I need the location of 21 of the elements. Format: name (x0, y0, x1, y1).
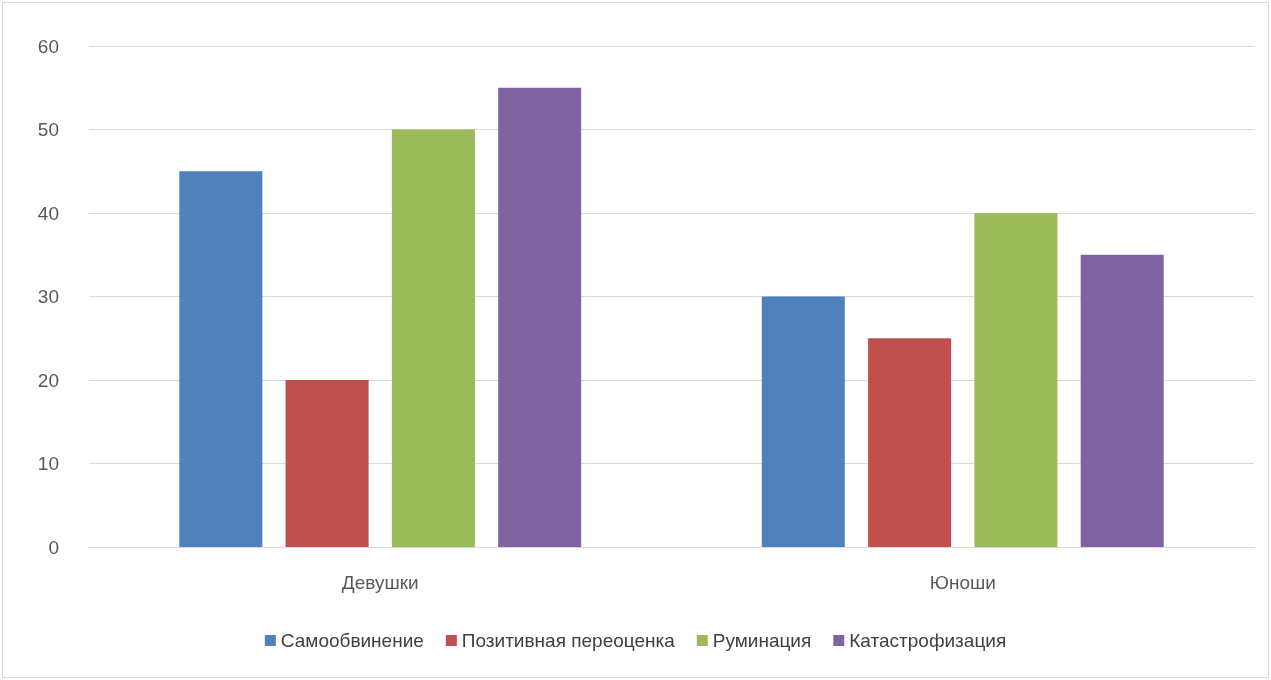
y-tick-label: 10 (37, 453, 59, 474)
x-tick-label: Девушки (341, 572, 419, 593)
bar (868, 338, 952, 547)
x-tick-label: Юноши (929, 572, 996, 593)
bar (974, 213, 1058, 547)
bar (179, 171, 263, 547)
y-tick-label: 40 (37, 202, 59, 224)
y-tick-label: 50 (37, 119, 59, 140)
y-tick-label: 20 (37, 369, 59, 391)
y-tick-label: 0 (48, 536, 59, 558)
legend-label: Руминация (712, 630, 812, 651)
legend-label: Самообвинение (280, 630, 424, 651)
y-tick-label: 60 (37, 35, 59, 57)
bar (285, 380, 369, 547)
bar (391, 129, 475, 547)
bar (498, 87, 582, 547)
bar (1080, 254, 1164, 547)
legend-label: Позитивная переоценка (461, 630, 676, 651)
y-tick-label: 30 (37, 286, 59, 307)
legend-label: Катастрофизация (849, 630, 1007, 651)
bar (761, 296, 845, 547)
